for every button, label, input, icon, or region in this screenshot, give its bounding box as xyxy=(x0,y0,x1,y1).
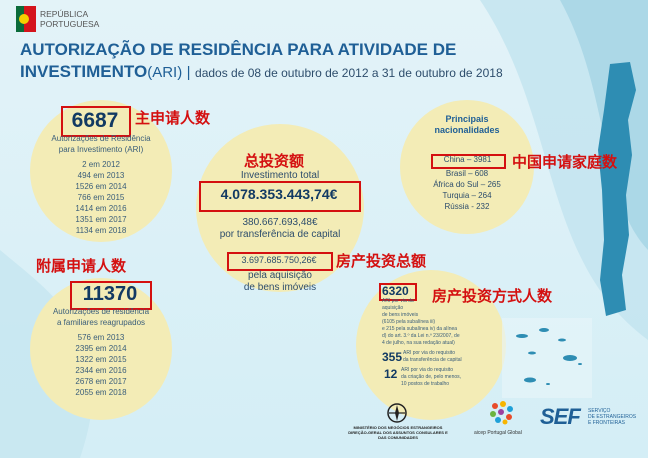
ari-number: 6687 xyxy=(71,109,119,132)
property-amount: 3.697.685.750,26€ xyxy=(241,255,317,265)
ari-year: 2 em 2012 xyxy=(82,160,120,169)
china-highlight xyxy=(431,154,506,169)
brand-line-2: PORTUGUESA xyxy=(40,19,100,29)
ari-details: Autorizações de Residência para Investim… xyxy=(40,133,162,236)
family-label-1: Autorizações de residência xyxy=(52,307,150,316)
aicep-text: aicep Portugal Global xyxy=(474,430,522,436)
family-year: 1322 em 2015 xyxy=(75,355,127,364)
aicep-logo-icon xyxy=(490,401,513,425)
family-year: 2395 em 2014 xyxy=(75,344,127,353)
methods-number: 6320 xyxy=(382,284,409,298)
transfer-ari-label-1: ARI por via do requisito xyxy=(403,350,455,356)
nationality-item: Brasil – 608 xyxy=(445,169,489,178)
family-annotation: 附属申请人数 xyxy=(36,257,127,275)
brand-line-1: REPÚBLICA xyxy=(40,9,89,19)
property-annotation: 房产投资总额 xyxy=(336,252,427,270)
page-title-line-1: AUTORIZAÇÃO DE RESIDÊNCIA PARA ATIVIDADE… xyxy=(20,40,457,59)
family-details: Autorizações de residência a familiares … xyxy=(40,306,162,398)
methods-line: 4 de julho, na sua redação atual) xyxy=(382,340,455,346)
investment-transfer: 380.667.693,48€ por transferência de cap… xyxy=(196,217,364,241)
title-abbr: (ARI) xyxy=(147,64,183,81)
nationalities-title: Principais nacionalidades xyxy=(400,114,534,136)
investment-total-label: Investimento total xyxy=(240,170,320,181)
transfer-ari-number: 355 xyxy=(382,350,403,364)
nationalities-title-1: Principais xyxy=(445,114,489,124)
ari-label-2: para Investimento (ARI) xyxy=(58,145,144,154)
coat-of-arms-icon xyxy=(16,6,36,32)
nationalities-title-2: nacionalidades xyxy=(434,125,500,135)
brand-text: REPÚBLICA PORTUGUESA xyxy=(40,9,99,29)
family-number-highlight xyxy=(70,281,152,310)
sef-line-2: DE ESTRANGEIROS xyxy=(588,414,637,420)
ari-year: 766 em 2015 xyxy=(77,193,125,202)
methods-line: de bens imóveis xyxy=(382,312,419,318)
methods-line: ARI por via da xyxy=(382,298,414,304)
ari-year: 494 em 2013 xyxy=(77,171,125,180)
methods-bubble xyxy=(356,270,506,420)
family-label-2: a familiares reagrupados xyxy=(56,318,146,327)
ari-year: 1414 em 2016 xyxy=(75,204,127,213)
methods-annotation: 房产投资方式人数 xyxy=(432,287,553,305)
ari-number-highlight xyxy=(61,106,131,137)
china-annotation: 中国申请家庭数 xyxy=(512,153,618,171)
nationality-item: Turquia – 264 xyxy=(442,191,492,200)
mne-text: MINISTÉRIO DOS NEGÓCIOS ESTRANGEIROS DIR… xyxy=(336,425,460,440)
property-label-1: pela aquisição xyxy=(248,270,312,281)
portugal-map-icon xyxy=(598,62,636,316)
islands-map-icon xyxy=(502,318,592,398)
ari-annotation: 主申请人数 xyxy=(135,109,211,127)
title-separator: | xyxy=(186,64,191,81)
transfer-ari-label-2: da transferência de capital xyxy=(403,357,462,363)
jobs-ari-number: 12 xyxy=(384,367,398,381)
sef-logo: SEF xyxy=(540,404,581,429)
transfer-label: por transferência de capital xyxy=(219,229,341,240)
ari-year: 1351 em 2017 xyxy=(75,215,127,224)
mne-line-1: MINISTÉRIO DOS NEGÓCIOS ESTRANGEIROS xyxy=(353,425,443,430)
methods-details: ARI por via da aquisição de bens imóveis… xyxy=(382,298,460,347)
family-number: 11370 xyxy=(82,283,138,305)
methods-number-highlight xyxy=(379,283,417,301)
family-year: 2678 em 2017 xyxy=(75,377,127,386)
property-amount-highlight xyxy=(227,252,333,271)
sef-line-1: SERVIÇO xyxy=(588,408,611,414)
property-label: pela aquisição de bens imóveis xyxy=(196,270,364,294)
page-title-line-2: INVESTIMENTO(ARI) | dados de 08 de outub… xyxy=(20,62,503,82)
methods-line: (6105 pela subalínea iii) xyxy=(382,319,436,325)
investment-bubble xyxy=(196,124,364,292)
jobs-ari-line: ARI por via do requisito xyxy=(401,367,453,373)
china-count: China – 3981 xyxy=(443,155,492,164)
sef-text: SERVIÇO DE ESTRANGEIROS E FRONTEIRAS xyxy=(588,408,636,426)
property-label-2: de bens imóveis xyxy=(243,282,317,293)
ari-year: 1526 em 2014 xyxy=(75,182,127,191)
jobs-ari-line: 10 postos de trabalho xyxy=(401,381,450,387)
investment-total: 4.078.353.443,74€ xyxy=(220,186,338,202)
methods-line: d) do art. 3.º da Lei n.º 23/2007, de xyxy=(382,333,460,339)
transfer-amount: 380.667.693,48€ xyxy=(242,217,318,228)
methods-line: e 215 pela subalínea iv) da alínea xyxy=(382,326,458,332)
transfer-ari-label: ARI por via do requisito da transferênci… xyxy=(403,350,462,364)
investment-total-highlight xyxy=(199,181,361,212)
family-year: 2055 em 2018 xyxy=(75,388,127,397)
mne-line-2: DIREÇÃO-GERAL DOS ASSUNTOS CONSULARES E xyxy=(348,430,448,435)
jobs-ari-line: da criação de, pelo menos, xyxy=(401,374,462,380)
mne-emblem-icon xyxy=(387,403,407,423)
investment-total-annotation: 总投资额 xyxy=(244,152,305,170)
family-bubble xyxy=(30,278,172,420)
mne-line-3: DAS COMUNIDADES xyxy=(378,435,418,440)
family-year: 576 em 2013 xyxy=(77,333,125,342)
title-dates: dados de 08 de outubro de 2012 a 31 de o… xyxy=(195,66,503,80)
ari-label-1: Autorizações de Residência xyxy=(51,134,151,143)
nationalities-list: Brasil – 608 África do Sul – 265 Turquia… xyxy=(400,168,534,212)
methods-line: aquisição xyxy=(382,305,404,311)
sef-line-3: E FRONTEIRAS xyxy=(588,420,625,426)
jobs-ari-label: ARI por via do requisito da criação de, … xyxy=(401,367,461,388)
nationality-item: África do Sul – 265 xyxy=(433,180,501,189)
title-investimento: INVESTIMENTO xyxy=(20,62,148,81)
nationality-item: Rússia - 232 xyxy=(444,202,490,211)
family-year: 2344 em 2016 xyxy=(75,366,127,375)
ari-bubble xyxy=(30,100,172,242)
ari-year: 1134 em 2018 xyxy=(75,226,127,235)
